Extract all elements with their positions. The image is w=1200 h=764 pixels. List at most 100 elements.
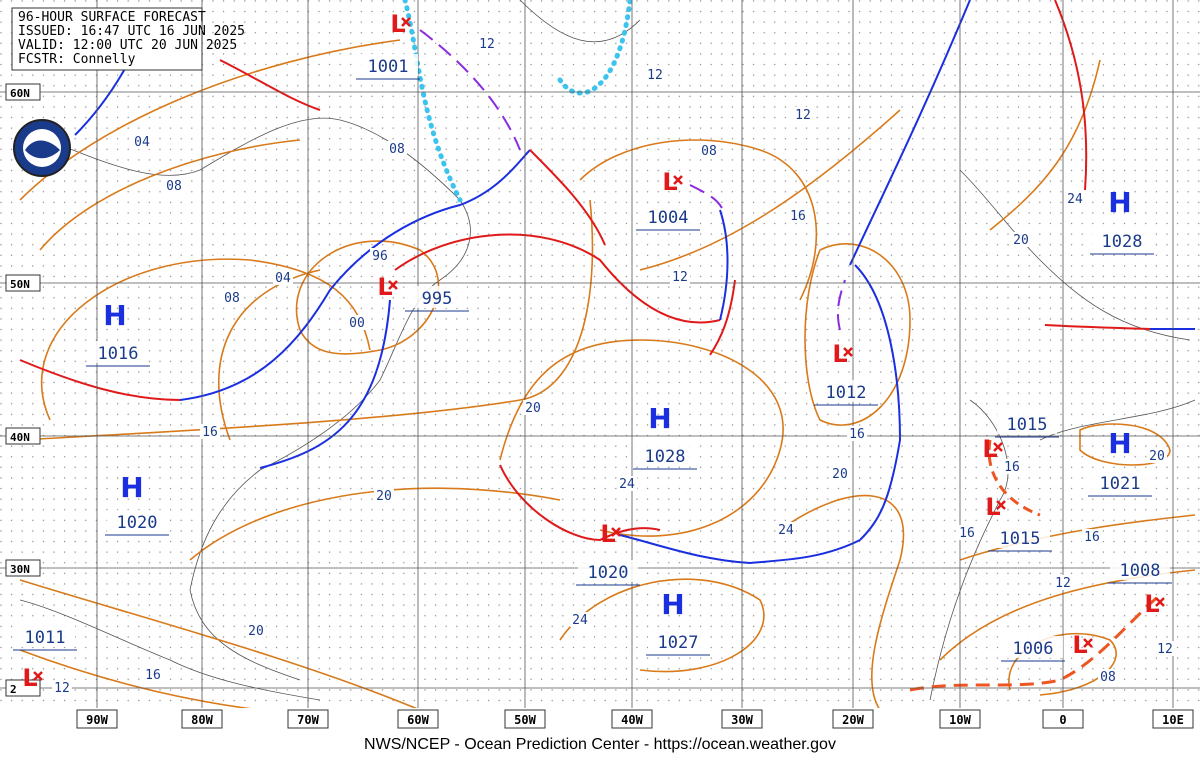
longitude-label: 60W bbox=[407, 713, 429, 727]
isobar-label: 08 bbox=[1100, 670, 1116, 685]
isobar-label: 20 bbox=[525, 401, 541, 416]
isobar-label-bg bbox=[52, 680, 72, 695]
low-symbol: L bbox=[832, 340, 847, 368]
isobar-label: 12 bbox=[672, 270, 688, 285]
longitude-label-box bbox=[181, 709, 223, 729]
longitude-label: 0 bbox=[1059, 713, 1066, 727]
low-center-x bbox=[996, 500, 1006, 510]
low-pressure: 1011 bbox=[25, 628, 66, 648]
pressure-label-bg bbox=[990, 526, 1050, 548]
isobar-label-bg bbox=[1147, 448, 1167, 463]
pressure-label-bg bbox=[638, 205, 698, 227]
pressure-label-bg bbox=[997, 412, 1057, 434]
low-symbol: L bbox=[985, 493, 1000, 521]
isobar-label: 16 bbox=[1084, 530, 1100, 545]
isobar-label-bg bbox=[200, 424, 220, 439]
isobar-label-bg bbox=[222, 290, 242, 305]
isobar-label-bg bbox=[1011, 232, 1031, 247]
isobar-label: 24 bbox=[778, 523, 794, 538]
isobar-label-bg bbox=[347, 315, 367, 330]
isobar-label-bg bbox=[570, 612, 590, 627]
longitude-label: 80W bbox=[191, 713, 213, 727]
isobar-label: 08 bbox=[389, 142, 405, 157]
header-box: 96-HOUR SURFACE FORECAST ISSUED: 16:47 U… bbox=[11, 7, 245, 71]
longitude-label-box bbox=[1152, 709, 1194, 729]
isobar-label: 20 bbox=[1013, 233, 1029, 248]
pressure-label-bg bbox=[107, 510, 167, 532]
isobar-label: 24 bbox=[572, 613, 588, 628]
isobar-label: 16 bbox=[790, 209, 806, 224]
latitude-label: 2 bbox=[10, 683, 17, 696]
low-center-x bbox=[1155, 597, 1165, 607]
latitude-label-box bbox=[5, 83, 41, 101]
isobar-label: 24 bbox=[1067, 192, 1083, 207]
isobar-label: 04 bbox=[275, 271, 291, 286]
low-symbol: L bbox=[22, 664, 37, 692]
isobar-label: 12 bbox=[647, 68, 663, 83]
isobar-label-bg bbox=[477, 36, 497, 51]
longitude-label: 10W bbox=[949, 713, 971, 727]
isobar-label-bg bbox=[1065, 191, 1085, 206]
pressure-label-bg bbox=[578, 560, 638, 582]
high-symbol: H bbox=[103, 299, 126, 332]
high-symbol: H bbox=[1108, 186, 1131, 219]
isobar-label: 20 bbox=[832, 467, 848, 482]
low-symbol: L bbox=[390, 10, 405, 38]
longitude-label-box bbox=[721, 709, 763, 729]
pressure-label-bg bbox=[358, 54, 418, 76]
pressure-label-bg bbox=[635, 444, 695, 466]
isobar-label: 12 bbox=[1055, 576, 1071, 591]
isobar-label: 96 bbox=[372, 249, 388, 264]
low-symbol: L bbox=[600, 520, 615, 548]
low-center-x bbox=[33, 671, 43, 681]
low-center-x bbox=[1083, 638, 1093, 648]
noaa-logo bbox=[13, 119, 71, 177]
isobar-label-bg bbox=[1053, 575, 1073, 590]
isobar-label-bg bbox=[847, 426, 867, 441]
low-pressure: 1015 bbox=[1000, 529, 1041, 549]
low-center-x bbox=[611, 527, 621, 537]
low-center-x bbox=[401, 17, 411, 27]
isobar-label-bg bbox=[1082, 529, 1102, 544]
longitude-label-box bbox=[287, 709, 329, 729]
high-pressure: 1020 bbox=[117, 513, 158, 533]
latitude-label-box bbox=[5, 427, 41, 445]
pressure-label-bg bbox=[1003, 636, 1063, 658]
isobar-label: 04 bbox=[134, 135, 150, 150]
longitude-label: 90W bbox=[86, 713, 108, 727]
isobar-label-bg bbox=[793, 107, 813, 122]
low-center-x bbox=[843, 347, 853, 357]
latitude-label-box bbox=[5, 559, 41, 577]
isobar-label-bg bbox=[957, 525, 977, 540]
isobar-label-bg bbox=[132, 134, 152, 149]
longitude-label: 40W bbox=[621, 713, 643, 727]
isobar-label-bg bbox=[776, 522, 796, 537]
pressure-label-bg bbox=[407, 286, 467, 308]
high-symbol: H bbox=[1108, 427, 1131, 460]
isobar-label: 24 bbox=[619, 477, 635, 492]
pressure-label-bg bbox=[1092, 229, 1152, 251]
low-symbol: L bbox=[1072, 631, 1087, 659]
longitude-label-box bbox=[1042, 709, 1084, 729]
fronts bbox=[19, 0, 1195, 692]
low-symbol: L bbox=[662, 168, 677, 196]
isobar-label: 08 bbox=[224, 291, 240, 306]
map-background bbox=[0, 0, 1200, 712]
high-pressure: 1028 bbox=[1102, 232, 1143, 252]
latitude-label-box bbox=[5, 679, 41, 697]
low-pressure: 995 bbox=[422, 289, 453, 309]
longitude-label: 30W bbox=[731, 713, 753, 727]
isobar-label: 12 bbox=[795, 108, 811, 123]
isobar-label-bg bbox=[1002, 459, 1022, 474]
isobar-label: 16 bbox=[1004, 460, 1020, 475]
low-symbol: L bbox=[1144, 590, 1159, 618]
isobar-label-bg bbox=[164, 178, 184, 193]
isobar-label-bg bbox=[788, 208, 808, 223]
high-symbol: H bbox=[661, 588, 684, 621]
longitude-label-box bbox=[832, 709, 874, 729]
low-center-x bbox=[388, 280, 398, 290]
pressure-label-bg bbox=[1090, 471, 1150, 493]
high-pressure: 1016 bbox=[98, 344, 139, 364]
isobar-label: 16 bbox=[145, 668, 161, 683]
